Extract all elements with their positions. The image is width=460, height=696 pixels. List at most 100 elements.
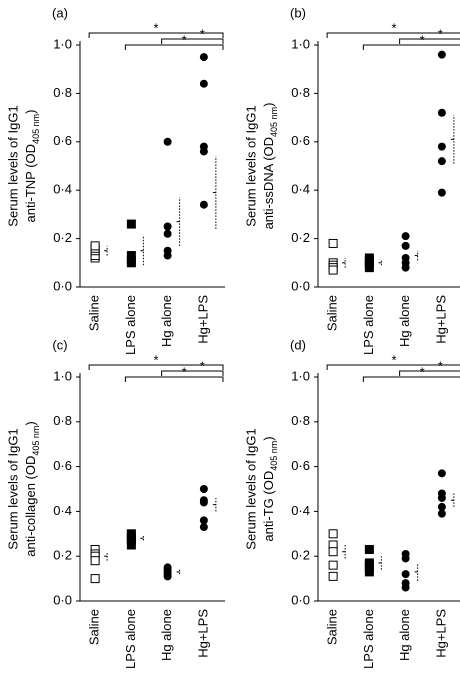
- significance-label: *: [200, 26, 205, 41]
- data-point: [199, 516, 208, 525]
- data-point: [126, 540, 136, 550]
- y-label-part: ): [23, 110, 38, 114]
- y-tick-label: 0·0: [53, 592, 72, 607]
- x-tick-label: Hg alone: [159, 609, 174, 661]
- y-label: anti-collagen (OD405 nm): [23, 421, 41, 557]
- data-point: [199, 53, 208, 62]
- y-tick-label: 0·2: [291, 548, 310, 563]
- data-point: [328, 238, 338, 248]
- data-point: [401, 554, 410, 563]
- significance-bracket: [362, 44, 460, 50]
- significance-label: *: [154, 20, 159, 35]
- data-point: [199, 485, 208, 493]
- y-tick-label: 1·0: [53, 36, 72, 51]
- x-tick-label: LPS alone: [123, 609, 138, 669]
- data-point: [199, 147, 208, 156]
- data-point: [126, 219, 136, 229]
- significance-label: *: [438, 26, 443, 41]
- x-tick-label: LPS alone: [123, 295, 138, 355]
- significance-bracket: [326, 364, 460, 370]
- data-point: [163, 222, 172, 231]
- panel-label: (b): [290, 5, 306, 20]
- y-label-part: anti-collagen (OD: [23, 456, 38, 557]
- panel: (d) 0·0 0·2 0·4 0·6 0·8 1·0 Serum levels of IgG…: [243, 337, 460, 669]
- x-tick-label: Hg alone: [397, 295, 412, 347]
- data-point: [199, 79, 208, 88]
- significance-label: *: [438, 358, 443, 373]
- data-point: [90, 241, 100, 251]
- data-point: [199, 523, 208, 532]
- y-label-part: ): [261, 103, 276, 107]
- x-tick-label: LPS alone: [361, 295, 376, 355]
- y-tick-label: 0·0: [291, 592, 310, 607]
- data-point: [328, 547, 338, 557]
- x-tick-label: Saline: [325, 295, 340, 331]
- significance-bracket: [88, 32, 224, 38]
- y-label: Serum levels of IgG1: [5, 428, 20, 549]
- data-point: [364, 263, 374, 273]
- panel-label: (c): [52, 337, 67, 352]
- y-tick-label: 0·8: [53, 85, 72, 100]
- data-point: [163, 229, 172, 238]
- significance-bracket: [362, 376, 460, 382]
- panel: (a) 0·0 0·2 0·4 0·6 0·8 1·0 Serum levels of IgG…: [5, 5, 225, 355]
- data-point: [328, 529, 338, 539]
- data-point: [437, 469, 446, 478]
- data-point: [437, 502, 446, 511]
- y-tick-label: 0·4: [53, 503, 72, 518]
- y-label-sub: 405 nm: [31, 114, 41, 144]
- y-label-sub: 405 nm: [269, 107, 279, 137]
- y-tick-label: 1·0: [291, 368, 310, 383]
- y-tick-label: 0·6: [53, 458, 72, 473]
- data-point: [401, 241, 410, 250]
- x-tick-label: Hg alone: [397, 609, 412, 661]
- y-tick-label: 0·2: [53, 230, 72, 245]
- data-point: [437, 108, 446, 117]
- y-label-part: anti-TG (OD: [261, 471, 276, 542]
- data-point: [401, 583, 410, 592]
- data-point: [328, 560, 338, 570]
- data-point: [437, 157, 446, 166]
- data-point: [401, 570, 410, 579]
- y-label-part: anti-ssDNA (OD: [261, 137, 276, 229]
- significance-bracket: [124, 44, 224, 50]
- data-point: [437, 493, 446, 502]
- data-point: [163, 137, 172, 146]
- x-tick-label: Hg+LPS: [433, 609, 448, 658]
- y-label-sub: 405 nm: [269, 441, 279, 471]
- significance-label: *: [154, 352, 159, 367]
- data-point: [163, 251, 172, 260]
- significance-bracket: [161, 370, 224, 376]
- y-label: Serum levels of IgG1: [243, 428, 258, 549]
- y-tick-label: 1·0: [291, 36, 310, 51]
- y-tick-label: 0·6: [53, 133, 72, 148]
- data-point: [401, 263, 410, 272]
- y-tick-label: 0·2: [53, 548, 72, 563]
- significance-label: *: [200, 358, 205, 373]
- panel-label: (a): [52, 5, 68, 20]
- y-tick-label: 0·0: [53, 278, 72, 293]
- y-label: anti-TG (OD405 nm): [261, 436, 279, 541]
- y-tick-label: 0·6: [291, 133, 310, 148]
- data-point: [437, 188, 446, 197]
- y-label: Serum levels of IgG1: [243, 105, 258, 226]
- data-point: [328, 571, 338, 581]
- y-tick-label: 0·8: [291, 85, 310, 100]
- x-tick-label: Saline: [325, 609, 340, 645]
- significance-label: *: [182, 32, 187, 47]
- y-label: anti-TNP (OD405 nm): [23, 110, 41, 223]
- y-tick-label: 1·0: [53, 368, 72, 383]
- significance-label: *: [392, 352, 397, 367]
- x-tick-label: LPS alone: [361, 609, 376, 669]
- data-point: [90, 574, 100, 584]
- y-tick-label: 0·4: [291, 503, 310, 518]
- x-tick-label: Saline: [87, 295, 102, 331]
- significance-bracket: [161, 38, 224, 44]
- x-tick-label: Saline: [87, 609, 102, 645]
- significance-label: *: [420, 32, 425, 47]
- y-label-sub: 405 nm: [31, 426, 41, 456]
- y-tick-label: 0·2: [291, 230, 310, 245]
- x-tick-label: Hg+LPS: [433, 295, 448, 344]
- panel: (b) 0·0 0·2 0·4 0·6 0·8 1·0 Serum levels of IgG…: [243, 5, 460, 355]
